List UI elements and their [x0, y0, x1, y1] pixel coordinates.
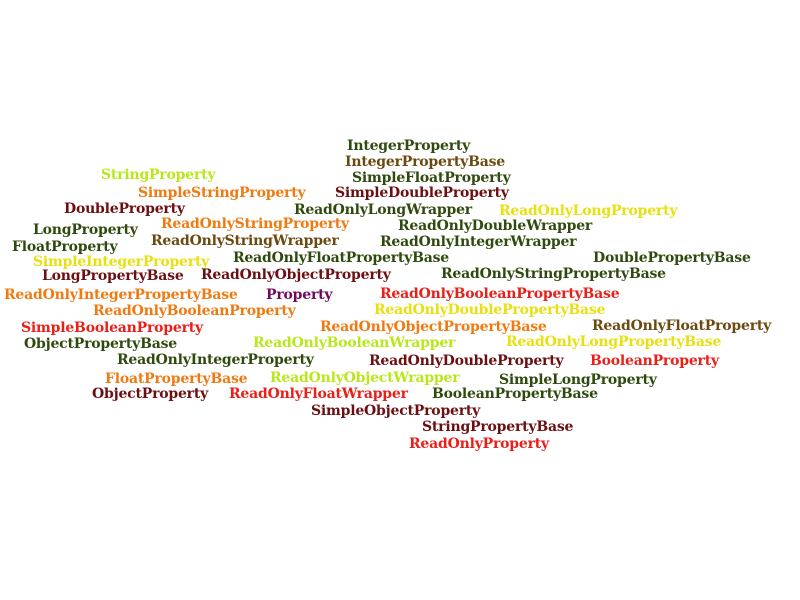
cloud-word-integer-property: IntegerProperty [347, 138, 471, 154]
cloud-word-read-only-integer-wrapper: ReadOnlyIntegerWrapper [380, 234, 577, 250]
cloud-word-long-property: LongProperty [33, 222, 138, 238]
cloud-word-string-property: StringProperty [101, 167, 216, 183]
cloud-word-read-only-boolean-property-base: ReadOnlyBooleanPropertyBase [380, 286, 620, 302]
cloud-word-read-only-double-wrapper: ReadOnlyDoubleWrapper [398, 218, 593, 234]
cloud-word-read-only-property: ReadOnlyProperty [409, 436, 549, 452]
cloud-word-read-only-object-property: ReadOnlyObjectProperty [201, 267, 391, 283]
cloud-word-read-only-long-wrapper: ReadOnlyLongWrapper [294, 202, 472, 218]
cloud-word-read-only-object-property-base: ReadOnlyObjectPropertyBase [320, 319, 547, 335]
cloud-word-integer-property-base: IntegerPropertyBase [345, 154, 505, 170]
cloud-word-object-property-base: ObjectPropertyBase [24, 336, 177, 352]
cloud-word-simple-object-property: SimpleObjectProperty [311, 403, 481, 419]
cloud-word-read-only-double-property: ReadOnlyDoubleProperty [369, 353, 564, 369]
cloud-word-float-property-base: FloatPropertyBase [105, 371, 248, 387]
cloud-word-read-only-string-property: ReadOnlyStringProperty [161, 216, 349, 232]
cloud-word-float-property: FloatProperty [12, 239, 118, 255]
cloud-word-read-only-float-property: ReadOnlyFloatProperty [592, 318, 772, 334]
cloud-word-read-only-float-wrapper: ReadOnlyFloatWrapper [229, 386, 408, 402]
cloud-word-string-property-base: StringPropertyBase [422, 419, 574, 435]
cloud-word-read-only-double-property-base: ReadOnlyDoublePropertyBase [374, 302, 606, 318]
cloud-word-simple-double-property: SimpleDoubleProperty [335, 185, 509, 201]
cloud-word-double-property: DoubleProperty [64, 201, 185, 217]
cloud-word-property: Property [266, 287, 333, 303]
cloud-word-simple-float-property: SimpleFloatProperty [352, 170, 511, 186]
cloud-word-simple-long-property: SimpleLongProperty [499, 372, 657, 388]
cloud-word-boolean-property-base: BooleanPropertyBase [432, 386, 598, 402]
cloud-word-read-only-boolean-wrapper: ReadOnlyBooleanWrapper [253, 335, 456, 351]
cloud-word-object-property: ObjectProperty [92, 386, 209, 402]
cloud-word-read-only-object-wrapper: ReadOnlyObjectWrapper [270, 370, 460, 386]
cloud-word-long-property-base: LongPropertyBase [42, 268, 184, 284]
cloud-word-simple-integer-property: SimpleIntegerProperty [33, 254, 210, 270]
cloud-word-read-only-long-property: ReadOnlyLongProperty [499, 203, 678, 219]
cloud-word-simple-boolean-property: SimpleBooleanProperty [21, 320, 203, 336]
cloud-word-read-only-integer-property-base: ReadOnlyIntegerPropertyBase [4, 287, 238, 303]
cloud-word-double-property-base: DoublePropertyBase [593, 250, 751, 266]
cloud-word-read-only-long-property-base: ReadOnlyLongPropertyBase [506, 334, 722, 350]
cloud-word-read-only-string-wrapper: ReadOnlyStringWrapper [151, 233, 339, 249]
cloud-word-read-only-boolean-property: ReadOnlyBooleanProperty [93, 303, 296, 319]
cloud-word-simple-string-property: SimpleStringProperty [138, 185, 306, 201]
cloud-word-read-only-string-property-base: ReadOnlyStringPropertyBase [441, 266, 666, 282]
cloud-word-boolean-property: BooleanProperty [590, 353, 719, 369]
cloud-word-read-only-float-property-base: ReadOnlyFloatPropertyBase [233, 250, 449, 266]
cloud-word-read-only-integer-property: ReadOnlyIntegerProperty [117, 352, 314, 368]
